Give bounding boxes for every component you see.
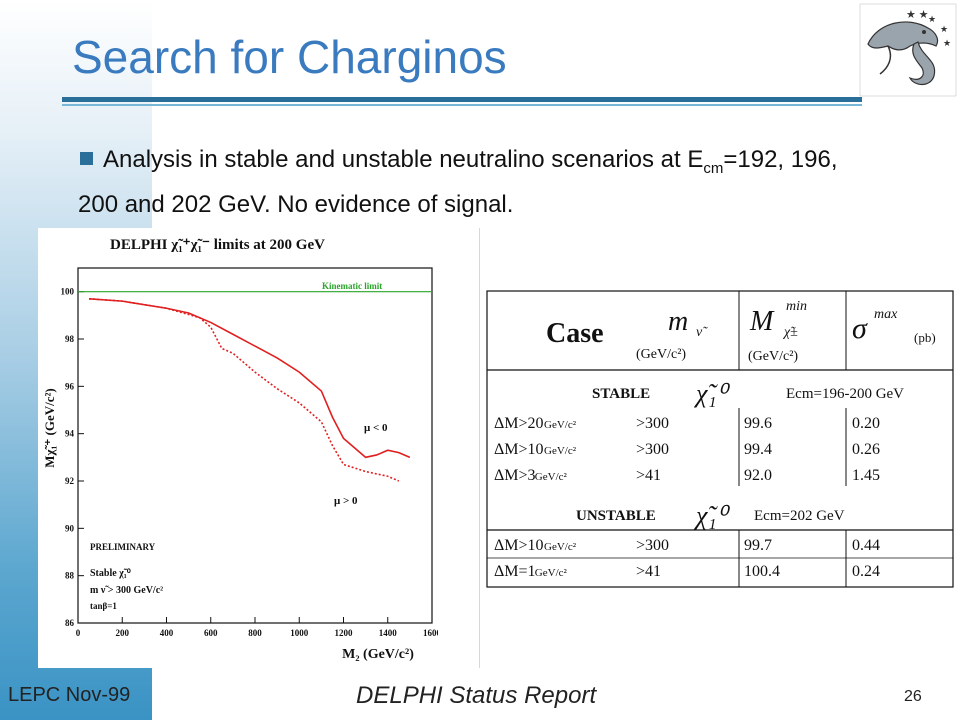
unstable-energy: Ecm=202 GeV <box>754 508 845 524</box>
plot-frame <box>77 267 433 624</box>
cell-unit: GeV/c² <box>535 567 568 579</box>
series-mu-negative <box>89 297 411 459</box>
cell-unit: GeV/c² <box>535 471 568 483</box>
neutralino-symbol-stable: χ̃₁⁰ <box>693 379 730 408</box>
title-underline <box>62 97 862 102</box>
x-tick-label: 400 <box>160 628 174 638</box>
cell-case: ΔM>20 <box>494 415 544 432</box>
cell-msnu: >300 <box>636 537 669 554</box>
stable-label: Stable χ̃₁⁰ <box>90 568 131 579</box>
y-tick-label: 96 <box>65 381 75 391</box>
cell-mchi: 100.4 <box>744 563 780 580</box>
y-tick-label: 88 <box>65 571 75 581</box>
mu-negative-label: μ < 0 <box>364 422 388 434</box>
table-svg: Case m ν̃ (GeV/c²) M min χ̃± (GeV/c²) σ … <box>486 290 954 588</box>
title-underline-light <box>62 104 862 106</box>
limits-table: Case m ν̃ (GeV/c²) M min χ̃± (GeV/c²) σ … <box>486 290 956 590</box>
bullet-rest: =192, 196, 200 and 202 GeV. No evidence … <box>78 146 838 218</box>
x-axis-label: M₂ (GeV/c²) <box>342 647 414 662</box>
cell-sigma: 1.45 <box>852 467 880 484</box>
unstable-section-label: UNSTABLE <box>576 508 656 524</box>
column-divider <box>479 228 480 668</box>
header-mchi-unit: (GeV/c²) <box>748 349 798 364</box>
stable-section-label: STABLE <box>592 386 650 402</box>
bullet-text: Analysis in stable and unstable neutrali… <box>78 142 878 223</box>
header-sigma-sup: max <box>874 307 898 322</box>
chargino-symbol: χ̃± <box>782 325 798 340</box>
cell-sigma: 0.26 <box>852 441 880 458</box>
slide-title: Search for Charginos <box>72 31 507 83</box>
cell-msnu: >300 <box>636 441 669 458</box>
page-number: 26 <box>904 688 922 705</box>
cell-sigma: 0.24 <box>852 563 880 580</box>
stable-energy: Ecm=196-200 GeV <box>786 386 904 402</box>
cell-sigma: 0.44 <box>852 537 880 554</box>
y-tick-label: 86 <box>65 618 75 628</box>
svg-text:★: ★ <box>940 24 948 34</box>
sneutrino-symbol: ν̃ <box>696 325 708 340</box>
bullet-main: Analysis in stable and unstable neutrali… <box>103 146 704 173</box>
cell-sigma: 0.20 <box>852 415 880 432</box>
y-axis-label: Mχ̃₁⁺ (GeV/c²) <box>42 388 57 468</box>
cell-unit: GeV/c² <box>544 541 577 553</box>
svg-text:★: ★ <box>943 38 951 48</box>
y-tick-label: 98 <box>65 334 75 344</box>
header-sigma: σ <box>852 312 868 345</box>
chart-title: DELPHI χ̃₁⁺χ̃₁⁻ limits at 200 GeV <box>110 237 325 253</box>
kinematic-limit-label: Kinematic limit <box>322 281 382 291</box>
header-msnu-unit: (GeV/c²) <box>636 347 686 362</box>
bullet-subscript: cm <box>703 159 724 177</box>
cell-case: ΔM>10 <box>494 537 544 554</box>
x-tick-label: 1600 <box>423 628 438 638</box>
cell-mchi: 99.4 <box>744 441 772 458</box>
svg-text:★ ★: ★ ★ <box>906 9 929 21</box>
x-tick-label: 800 <box>248 628 262 638</box>
footer-center: DELPHI Status Report <box>356 682 597 709</box>
cell-mchi: 99.6 <box>744 415 772 432</box>
footer-left: LEPC Nov-99 <box>8 684 131 706</box>
cell-case: ΔM=1 <box>494 563 536 580</box>
series-mu-positive <box>89 297 400 482</box>
x-tick-label: 200 <box>116 628 130 638</box>
tanbeta-label: tanβ=1 <box>90 601 117 611</box>
x-tick-label: 1200 <box>335 628 354 638</box>
neutralino-symbol-unstable: χ̃₁⁰ <box>693 501 730 530</box>
preliminary-label: PRELIMINARY <box>90 542 156 552</box>
x-tick-label: 1000 <box>290 628 309 638</box>
cell-msnu: >41 <box>636 467 661 484</box>
header-msnu: m <box>668 306 688 337</box>
msnu-label: m ν̃ > 300 GeV/c² <box>90 585 163 596</box>
chart-svg: DELPHI χ̃₁⁺χ̃₁⁻ limits at 200 GeV 0 200 40… <box>42 237 442 662</box>
cell-msnu: >41 <box>636 563 661 580</box>
svg-text:★: ★ <box>928 14 936 24</box>
cell-case: ΔM>10 <box>494 441 544 458</box>
y-tick-label: 90 <box>65 523 75 533</box>
limits-plot: DELPHI χ̃₁⁺χ̃₁⁻ limits at 200 GeV 0 200 40… <box>38 228 442 668</box>
cell-mchi: 99.7 <box>744 537 772 554</box>
mu-positive-label: μ > 0 <box>334 495 358 507</box>
cell-unit: GeV/c² <box>544 419 577 431</box>
header-mchi: M <box>749 306 775 337</box>
y-tick-label: 92 <box>65 476 75 486</box>
cell-mchi: 92.0 <box>744 467 772 484</box>
bullet-square-icon <box>80 152 93 165</box>
x-tick-label: 0 <box>76 628 81 638</box>
cell-unit: GeV/c² <box>544 445 577 457</box>
header-mchi-sup: min <box>786 299 807 314</box>
header-sigma-unit: (pb) <box>914 330 936 345</box>
x-tick-label: 1400 <box>379 628 398 638</box>
header-case: Case <box>546 318 604 349</box>
y-tick-label: 100 <box>61 287 75 297</box>
cell-msnu: >300 <box>636 415 669 432</box>
cell-case: ΔM>3 <box>494 467 536 484</box>
dolphin-logo-icon: ★ ★ ★ ★ ★ <box>859 3 957 97</box>
x-tick-label: 600 <box>204 628 218 638</box>
y-tick-label: 94 <box>65 429 75 439</box>
